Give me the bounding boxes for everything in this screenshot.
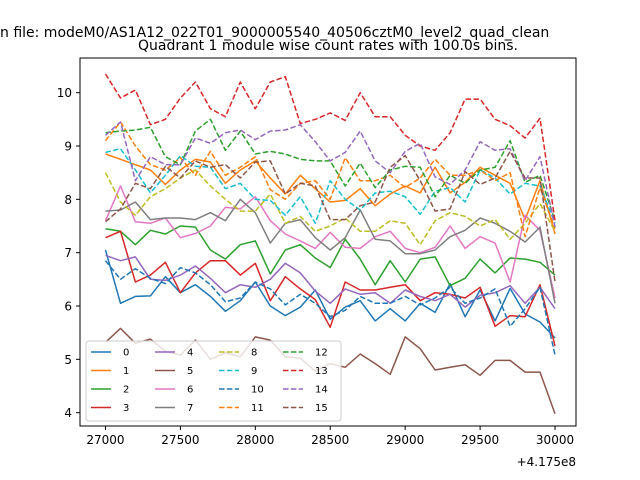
series-line-9 <box>105 147 556 225</box>
y-tick-label: 7 <box>64 246 72 260</box>
series-layer <box>104 73 556 414</box>
legend-label-2: 2 <box>123 385 129 396</box>
legend-label-13: 13 <box>315 366 328 377</box>
x-tick-label: 27500 <box>161 433 199 447</box>
x-tick-label: 27000 <box>86 433 124 447</box>
legend-label-10: 10 <box>251 385 264 396</box>
legend-label-15: 15 <box>315 403 328 414</box>
y-tick-label: 10 <box>57 86 72 100</box>
x-axis-offset-label: +4.175e8 <box>517 455 576 469</box>
legend-label-11: 11 <box>251 403 264 414</box>
series-line-15 <box>105 150 556 283</box>
x-tick-label: 29000 <box>386 433 424 447</box>
series-line-1 <box>105 153 556 235</box>
legend-label-7: 7 <box>187 403 193 414</box>
series-line-7 <box>105 198 556 304</box>
y-tick-label: 8 <box>64 193 72 207</box>
series-line-10 <box>104 260 556 356</box>
series-line-4 <box>105 254 556 310</box>
legend-label-0: 0 <box>123 348 129 359</box>
legend-label-4: 4 <box>187 348 193 359</box>
series-line-3 <box>105 230 556 347</box>
series-line-14 <box>105 121 556 228</box>
legend-label-12: 12 <box>315 348 328 359</box>
x-tick-label: 30000 <box>536 433 574 447</box>
x-tick-label: 28500 <box>311 433 349 447</box>
plot-area-frame <box>79 57 577 427</box>
series-line-6 <box>104 185 556 299</box>
x-tick-label: 29500 <box>461 433 499 447</box>
chart-title: Quadrant 1 module wise count rates with … <box>138 38 518 54</box>
figure-title: n file: modeM0/AS1A12_022T01_9000005540_… <box>0 25 549 41</box>
series-line-12 <box>105 118 556 221</box>
legend-label-5: 5 <box>187 366 193 377</box>
y-tick-label: 9 <box>64 140 72 154</box>
legend-box <box>85 340 342 422</box>
axis-ticks: 27000 27500 28000 28500 29000 29500 30000 4 5 6 7 8… <box>57 86 574 447</box>
series-line-2 <box>105 225 556 287</box>
legend-label-9: 9 <box>251 366 257 377</box>
series-line-13 <box>104 73 556 221</box>
y-tick-label: 4 <box>64 406 72 420</box>
legend-label-6: 6 <box>187 385 193 396</box>
x-tick-label: 28000 <box>236 433 274 447</box>
legend-label-3: 3 <box>123 403 129 414</box>
y-tick-label: 6 <box>64 300 72 314</box>
legend-label-8: 8 <box>251 348 257 359</box>
legend-label-1: 1 <box>123 366 129 377</box>
legend-label-14: 14 <box>315 385 328 396</box>
y-tick-label: 5 <box>64 353 72 367</box>
